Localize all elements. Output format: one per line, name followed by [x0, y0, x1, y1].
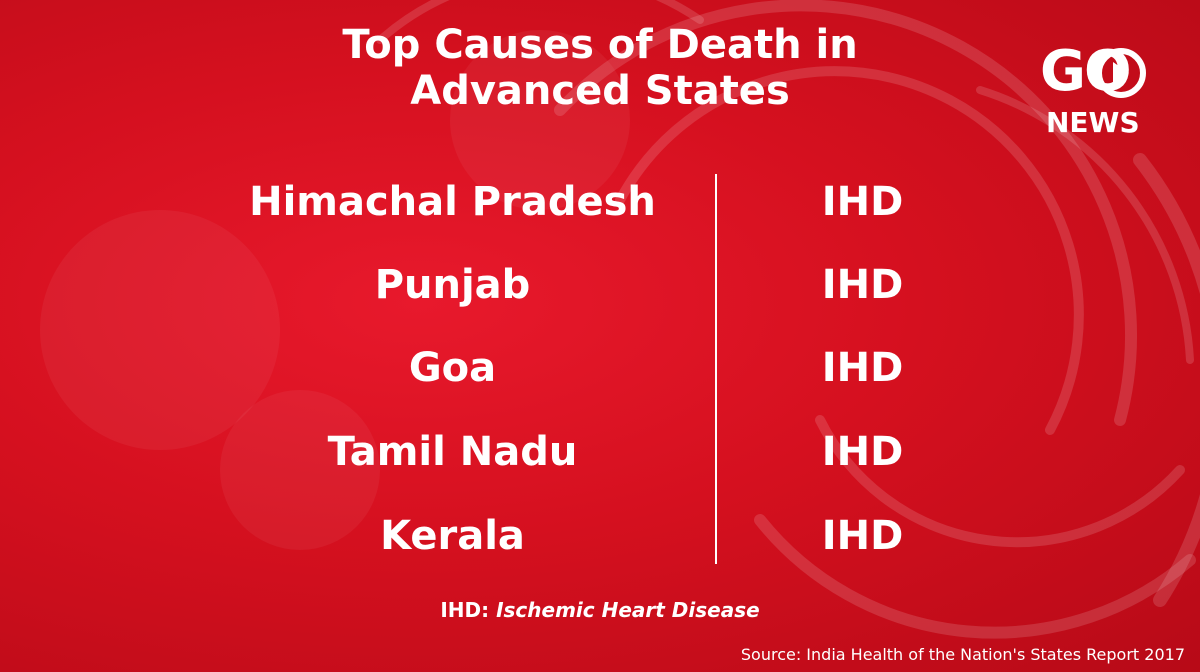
cause-of-death: IHD [821, 345, 904, 391]
cause-of-death: IHD [821, 179, 904, 225]
logo-bottom-text: NEWS [1046, 106, 1140, 139]
state-name: Goa [408, 345, 497, 391]
causes-table: Himachal Pradesh IHD Punjab IHD Goa IHD … [0, 160, 1200, 580]
play-icon [1113, 62, 1129, 84]
cause-of-death: IHD [821, 429, 904, 475]
play-circle-icon [1096, 48, 1146, 98]
table-row: Himachal Pradesh IHD [0, 172, 1200, 232]
column-divider [715, 174, 717, 564]
abbreviation-note: IHD: Ischemic Heart Disease [300, 597, 900, 623]
cause-of-death: IHD [821, 262, 904, 308]
table-row: Kerala IHD [0, 506, 1200, 566]
state-name: Punjab [374, 262, 531, 308]
state-name: Himachal Pradesh [249, 179, 656, 225]
page-title: Top Causes of Death in Advanced States [342, 22, 858, 114]
table-row: Punjab IHD [0, 255, 1200, 315]
source-credit: Source: India Health of the Nation's Sta… [740, 645, 1185, 664]
table-row: Tamil Nadu IHD [0, 422, 1200, 482]
abbreviation-meaning: Ischemic Heart Disease [496, 598, 760, 622]
state-name: Kerala [380, 513, 525, 559]
gonews-logo: GO NEWS [1038, 42, 1158, 142]
cause-of-death: IHD [821, 513, 904, 559]
abbreviation: IHD: [440, 598, 490, 622]
state-name: Tamil Nadu [327, 429, 578, 475]
table-row: Goa IHD [0, 338, 1200, 398]
